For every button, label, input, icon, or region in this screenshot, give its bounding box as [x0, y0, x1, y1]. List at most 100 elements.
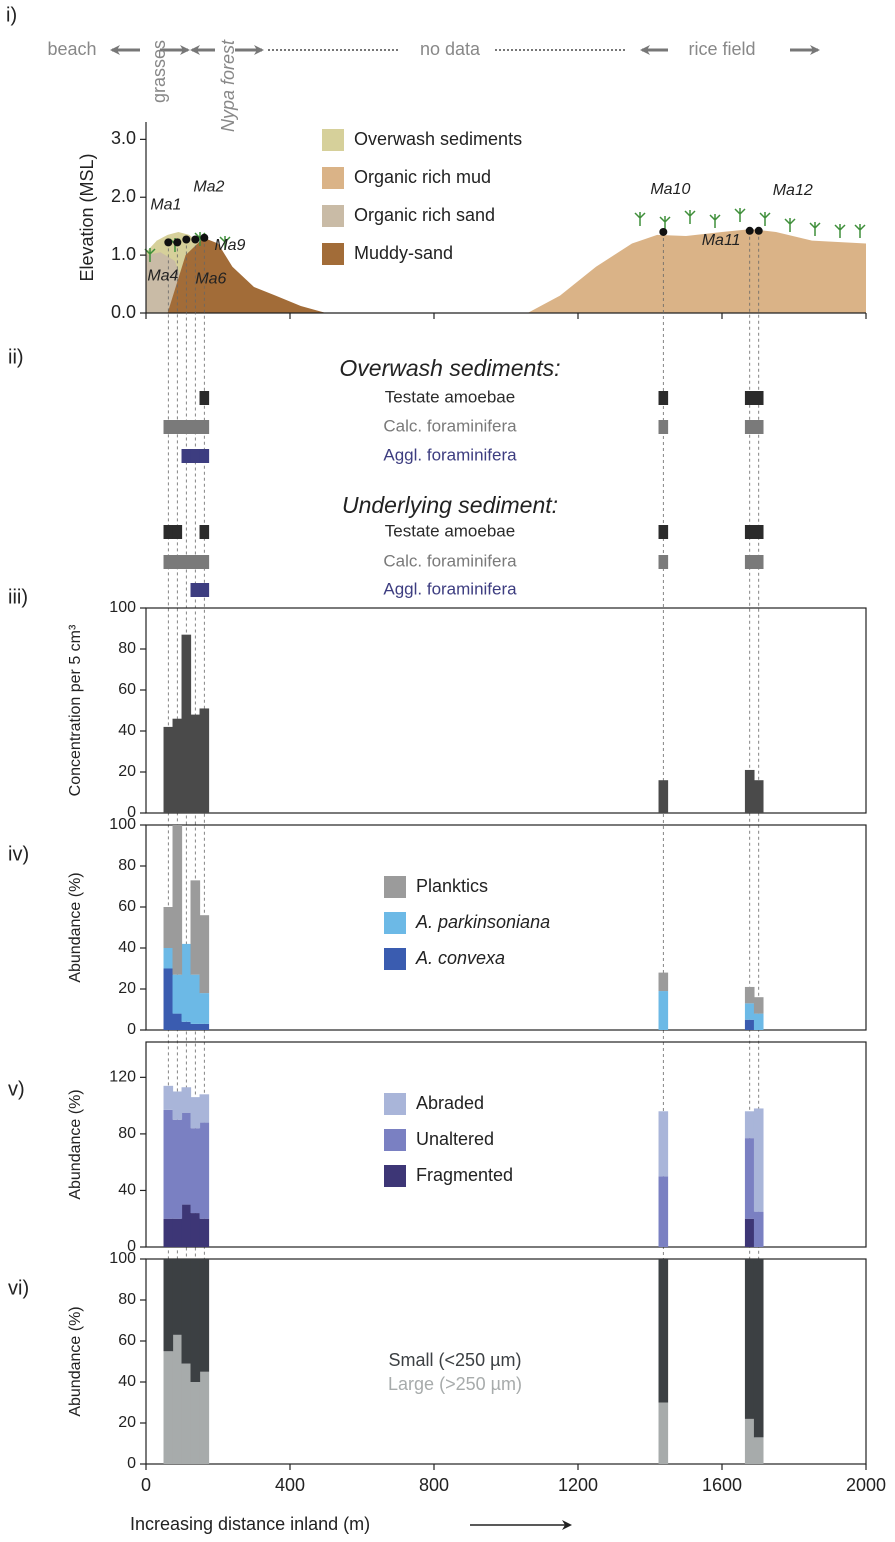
site-label: Ma9 [214, 237, 245, 254]
legend-label: Small (<250 µm) [389, 1350, 522, 1370]
bar [753, 780, 764, 813]
legend-label: Organic rich sand [354, 205, 495, 225]
y-axis-title: Abundance (%) [67, 1089, 84, 1199]
bar-segment [658, 991, 669, 1030]
y-tick-label: 80 [118, 857, 136, 874]
legend-label: Overwash sediments [354, 129, 522, 149]
bar [163, 726, 174, 813]
y-axis-title: Elevation (MSL) [77, 153, 97, 281]
bar-segment [181, 1204, 192, 1247]
y-tick-label: 0 [127, 1021, 136, 1038]
y-tick-label: 60 [118, 1332, 136, 1349]
bar-segment [753, 1108, 764, 1212]
bar-segment [190, 1259, 201, 1382]
presence-bar [658, 525, 669, 539]
bar-segment [753, 1437, 764, 1464]
plot-frame [145, 1041, 867, 1248]
presence-bar [190, 583, 201, 597]
legend-swatch [384, 1129, 406, 1151]
bar-segment [163, 1218, 174, 1247]
bar-segment [190, 1023, 201, 1030]
y-tick-label: 80 [118, 1291, 136, 1308]
plant [759, 212, 771, 226]
site-point [745, 226, 754, 235]
bar-segment [199, 993, 210, 1024]
presence-bar [181, 555, 192, 569]
plant [219, 236, 231, 250]
presence-bar [181, 420, 192, 434]
bar [190, 714, 201, 813]
bar-segment [753, 997, 764, 1014]
row-label: Calc. foraminifera [383, 551, 517, 570]
y-tick-label: 120 [109, 1069, 136, 1086]
bar-segment [163, 1109, 174, 1219]
bar-segment [658, 1111, 669, 1177]
bar-segment [163, 907, 174, 948]
presence-bar [753, 420, 764, 434]
y-axis-title: Concentration per 5 cm³ [67, 624, 84, 796]
presence-bar [163, 555, 174, 569]
zone-label: beach [47, 39, 96, 59]
legend-swatch [384, 1093, 406, 1115]
bar-segment [172, 1259, 183, 1335]
x-tick-label: 1200 [558, 1475, 598, 1495]
bar-segment [753, 1211, 764, 1247]
y-axis-title: Abundance (%) [67, 872, 84, 982]
bar-segment [744, 1019, 755, 1030]
bar-segment [163, 1085, 174, 1110]
row-label: Testate amoebae [385, 521, 515, 540]
legend-label: Abraded [416, 1093, 484, 1113]
bar-segment [181, 1112, 192, 1205]
y-tick-label: 1.0 [111, 244, 136, 264]
presence-bar [658, 391, 669, 405]
legend-swatch [322, 205, 344, 227]
bar-segment [744, 1138, 755, 1219]
y-tick-label: 100 [109, 816, 136, 833]
bar-segment [199, 1259, 210, 1372]
group-title: Underlying sediment: [342, 492, 558, 518]
plant [834, 224, 846, 238]
plant [809, 222, 821, 236]
bar-segment [190, 1128, 201, 1214]
presence-bar [753, 525, 764, 539]
presence-bar [163, 420, 174, 434]
y-tick-label: 0 [127, 1238, 136, 1255]
bar [658, 780, 669, 813]
legend-label: Organic rich mud [354, 167, 491, 187]
bar-segment [744, 1003, 755, 1020]
y-tick-label: 40 [118, 1373, 136, 1390]
bar-segment [172, 1218, 183, 1247]
presence-bar [658, 420, 669, 434]
zone-label: rice field [688, 39, 755, 59]
presence-bar [199, 555, 210, 569]
presence-bar [199, 525, 210, 539]
panel-label: v) [8, 1078, 25, 1100]
profile-area [167, 237, 326, 313]
presence-bar [199, 449, 210, 463]
y-tick-label: 0 [127, 804, 136, 821]
bar [744, 769, 755, 813]
presence-bar [190, 555, 201, 569]
site-point [173, 238, 182, 247]
site-point [659, 227, 668, 236]
bar-segment [181, 943, 192, 1022]
bar-segment [744, 1218, 755, 1247]
presence-bar [753, 391, 764, 405]
plant [659, 216, 671, 230]
panel-label: vi) [8, 1277, 29, 1299]
legend-label: A. convexa [415, 948, 505, 968]
y-tick-label: 40 [118, 722, 136, 739]
y-tick-label: 20 [118, 980, 136, 997]
bar-segment [199, 1122, 210, 1219]
plant [634, 212, 646, 226]
bar-segment [190, 1097, 201, 1129]
plant [854, 224, 866, 238]
bar-segment [199, 915, 210, 994]
y-tick-label: 80 [118, 640, 136, 657]
plot-frame [145, 824, 867, 1031]
bar-segment [190, 974, 201, 1024]
plant [784, 218, 796, 232]
bar-segment [199, 1023, 210, 1030]
presence-bar [181, 449, 192, 463]
bar-segment [163, 1259, 174, 1352]
